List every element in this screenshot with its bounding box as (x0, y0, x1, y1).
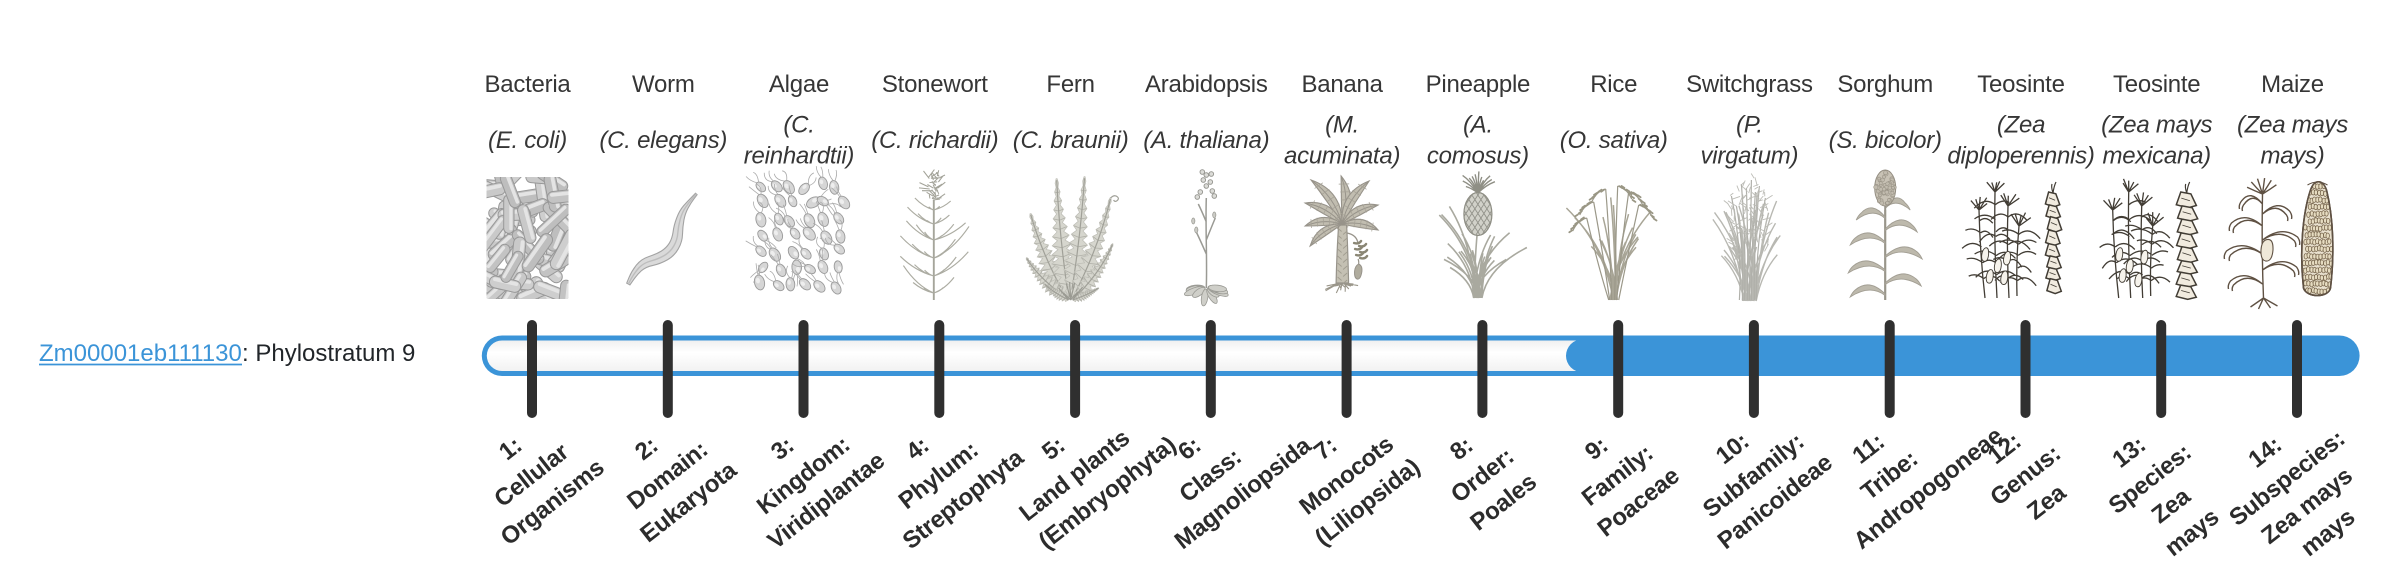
svg-text:(O. sativa): (O. sativa) (1560, 127, 1668, 154)
svg-text:(A.: (A. (1463, 112, 1493, 139)
svg-text:(Zea: (Zea (1997, 112, 2045, 139)
svg-text:Worm: Worm (632, 71, 695, 98)
svg-text:(C. elegans): (C. elegans) (599, 127, 727, 154)
svg-text:Bacteria: Bacteria (484, 71, 571, 98)
svg-text:(E. coli): (E. coli) (488, 127, 567, 154)
svg-text:(Zea mays: (Zea mays (2237, 112, 2348, 139)
svg-text:Teosinte: Teosinte (2113, 71, 2200, 98)
svg-text:(M.: (M. (1325, 112, 1359, 139)
svg-text:acuminata): acuminata) (1284, 143, 1400, 170)
svg-text:Pineapple: Pineapple (1426, 71, 1531, 98)
svg-text:Algae: Algae (769, 71, 829, 98)
svg-text:mays): mays) (2260, 143, 2324, 170)
svg-text:(C. richardii): (C. richardii) (871, 127, 998, 154)
svg-text:Maize: Maize (2261, 71, 2324, 98)
svg-text:Zm00001eb111130: Zm00001eb111130 (39, 340, 242, 367)
svg-text:Arabidopsis: Arabidopsis (1145, 71, 1268, 98)
svg-text:mexicana): mexicana) (2102, 143, 2210, 170)
svg-text:Rice: Rice (1590, 71, 1637, 98)
svg-text:Switchgrass: Switchgrass (1686, 71, 1813, 98)
svg-text:comosus): comosus) (1427, 143, 1529, 170)
svg-text:(P.: (P. (1736, 112, 1763, 139)
svg-text:Teosinte: Teosinte (1977, 71, 2064, 98)
svg-text:diploperennis): diploperennis) (1947, 143, 2094, 170)
svg-text:virgatum): virgatum) (1701, 143, 1799, 170)
svg-text:(A. thaliana): (A. thaliana) (1143, 127, 1269, 154)
svg-text:reinhardtii): reinhardtii) (744, 143, 854, 170)
svg-text:Sorghum: Sorghum (1837, 71, 1933, 98)
svg-text:Fern: Fern (1046, 71, 1094, 98)
svg-text:(C. braunii): (C. braunii) (1013, 127, 1129, 154)
svg-text:Stonewort: Stonewort (882, 71, 988, 98)
svg-text:(Zea mays: (Zea mays (2101, 112, 2212, 139)
svg-text:: Phylostratum 9: : Phylostratum 9 (242, 340, 415, 367)
svg-text:Banana: Banana (1301, 71, 1383, 98)
svg-text:(C.: (C. (783, 112, 814, 139)
svg-text:(S. bicolor): (S. bicolor) (1829, 127, 1942, 154)
